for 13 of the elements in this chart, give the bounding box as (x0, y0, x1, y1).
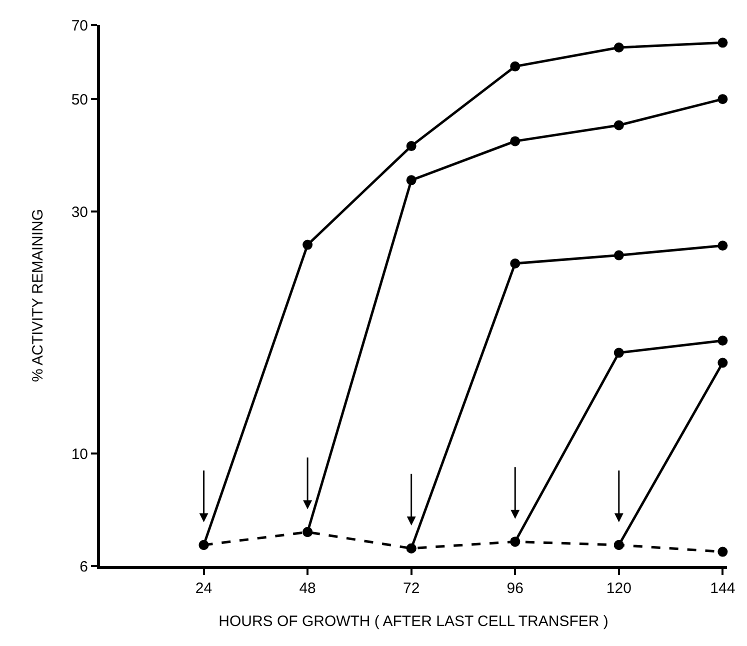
y-tick-label: 50 (71, 91, 88, 108)
x-tick-label: 72 (402, 580, 420, 597)
y-tick-label: 10 (71, 446, 88, 463)
y-tick-label: 6 (80, 558, 88, 576)
y-axis-title: % ACTIVITY REMAINING (30, 208, 47, 382)
x-tick-label: 48 (299, 580, 316, 597)
x-tick-label: 120 (606, 580, 632, 597)
x-axis-title: HOURS OF GROWTH ( AFTER LAST CELL TRANSFER ) (218, 613, 608, 630)
x-tick-label: 144 (710, 580, 736, 597)
x-tick-label: 24 (195, 580, 212, 597)
y-tick-label: 70 (71, 17, 88, 34)
x-tick-label: 96 (506, 580, 524, 597)
y-tick-label: 30 (71, 204, 88, 221)
